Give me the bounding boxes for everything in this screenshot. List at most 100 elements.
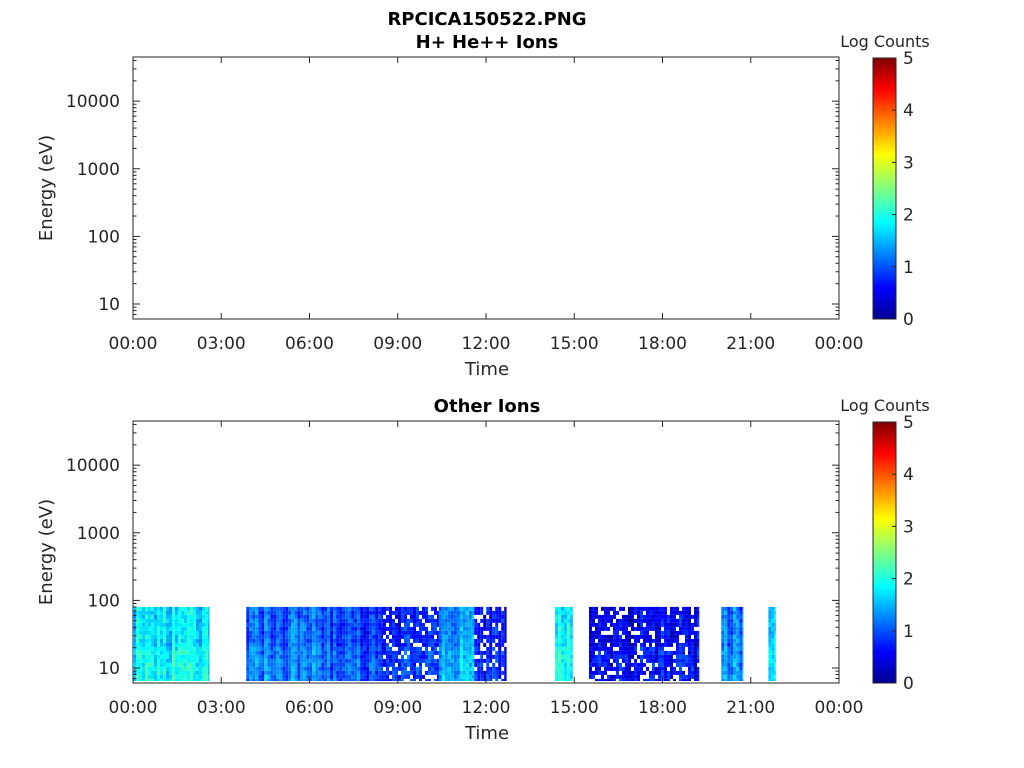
heatmap-cell xyxy=(255,638,259,643)
heatmap-cell xyxy=(652,626,655,631)
heatmap-cell xyxy=(133,666,136,671)
heatmap-cell xyxy=(768,658,772,663)
heatmap-cell xyxy=(139,614,142,619)
heatmap-cell xyxy=(178,662,181,667)
heatmap-cell xyxy=(431,618,434,623)
heatmap-cell xyxy=(139,678,142,681)
heatmap-cell xyxy=(133,622,136,627)
heatmap-cell xyxy=(474,670,478,675)
heatmap-cell xyxy=(498,606,502,611)
heatmap-cell xyxy=(193,662,196,667)
heatmap-cell xyxy=(691,670,694,675)
heatmap-cell xyxy=(270,614,274,619)
heatmap-cell xyxy=(694,618,697,623)
heatmap-cell xyxy=(294,610,298,615)
heatmap-cell xyxy=(357,606,361,611)
heatmap-cell xyxy=(285,630,289,635)
heatmap-cell xyxy=(441,610,445,615)
heatmap-cell xyxy=(184,654,187,659)
heatmap-cell xyxy=(318,674,322,679)
heatmap-cell xyxy=(604,614,607,619)
heatmap-cell xyxy=(456,630,460,635)
heatmap-cell xyxy=(270,662,274,667)
heatmap-cell xyxy=(456,638,460,643)
heatmap-cell xyxy=(595,658,598,663)
heatmap-cell xyxy=(646,658,649,663)
heatmap-cell xyxy=(398,622,401,627)
heatmap-cell xyxy=(616,622,619,627)
heatmap-cell xyxy=(312,654,316,659)
heatmap-cell xyxy=(474,678,478,681)
heatmap-cell xyxy=(450,674,454,679)
heatmap-cell xyxy=(157,662,160,667)
colorbar-tick-label: 3 xyxy=(903,517,914,537)
heatmap-cell xyxy=(486,618,490,623)
heatmap-cell xyxy=(300,674,304,679)
heatmap-cell xyxy=(205,626,208,631)
heatmap-cell xyxy=(255,666,259,671)
heatmap-cell xyxy=(345,638,349,643)
heatmap-cell xyxy=(667,634,670,639)
heatmap-cell xyxy=(148,658,151,663)
heatmap-cell xyxy=(625,666,628,671)
heatmap-cell xyxy=(386,670,389,675)
heatmap-cell xyxy=(688,646,691,651)
heatmap-cell xyxy=(312,606,316,611)
heatmap-cell xyxy=(300,678,304,681)
y-tick-label: 1000 xyxy=(77,160,120,180)
heatmap-cell xyxy=(658,610,661,615)
heatmap-cell xyxy=(163,674,166,679)
heatmap-cell xyxy=(267,630,271,635)
heatmap-cell xyxy=(151,606,154,611)
heatmap-cell xyxy=(372,674,376,679)
heatmap-cell xyxy=(459,658,463,663)
heatmap-cell xyxy=(196,670,199,675)
heatmap-cell xyxy=(444,650,448,655)
heatmap-cell xyxy=(727,630,731,635)
heatmap-cell xyxy=(306,614,310,619)
heatmap-cell xyxy=(339,610,343,615)
heatmap-cell xyxy=(456,634,460,639)
heatmap-cell xyxy=(297,618,301,623)
heatmap-cell xyxy=(401,626,404,631)
heatmap-cell xyxy=(276,650,280,655)
heatmap-cell xyxy=(595,626,598,631)
heatmap-cell xyxy=(679,626,682,631)
heatmap-cell xyxy=(504,638,507,643)
heatmap-cell xyxy=(425,614,428,619)
heatmap-cell xyxy=(679,646,682,651)
heatmap-cell xyxy=(558,678,562,681)
heatmap-cell xyxy=(607,606,610,611)
heatmap-cell xyxy=(619,618,622,623)
heatmap-cell xyxy=(249,658,253,663)
heatmap-cell xyxy=(468,614,472,619)
heatmap-cell xyxy=(447,638,451,643)
heatmap-cell xyxy=(691,626,694,631)
heatmap-cell xyxy=(428,650,431,655)
heatmap-cell xyxy=(628,646,631,651)
heatmap-cell xyxy=(450,658,454,663)
heatmap-cell xyxy=(351,626,355,631)
heatmap-cell xyxy=(205,658,208,663)
heatmap-cell xyxy=(294,642,298,647)
heatmap-cell xyxy=(771,626,775,631)
heatmap-cell xyxy=(136,626,139,631)
heatmap-cell xyxy=(437,622,439,627)
heatmap-cell xyxy=(564,610,568,615)
heatmap-cell xyxy=(733,634,737,639)
heatmap-cell xyxy=(676,646,679,651)
heatmap-cell xyxy=(610,614,613,619)
heatmap-cell xyxy=(589,674,592,679)
heatmap-cell xyxy=(342,610,346,615)
heatmap-cell xyxy=(495,614,499,619)
heatmap-cell xyxy=(685,622,688,627)
heatmap-cell xyxy=(395,638,398,643)
heatmap-cell xyxy=(297,642,301,647)
heatmap-cell xyxy=(354,658,358,663)
heatmap-cell xyxy=(208,650,210,655)
heatmap-cell xyxy=(246,674,250,679)
heatmap-cell xyxy=(348,610,352,615)
heatmap-cell xyxy=(261,646,265,651)
heatmap-cell xyxy=(664,670,667,675)
heatmap-cell xyxy=(655,630,658,635)
